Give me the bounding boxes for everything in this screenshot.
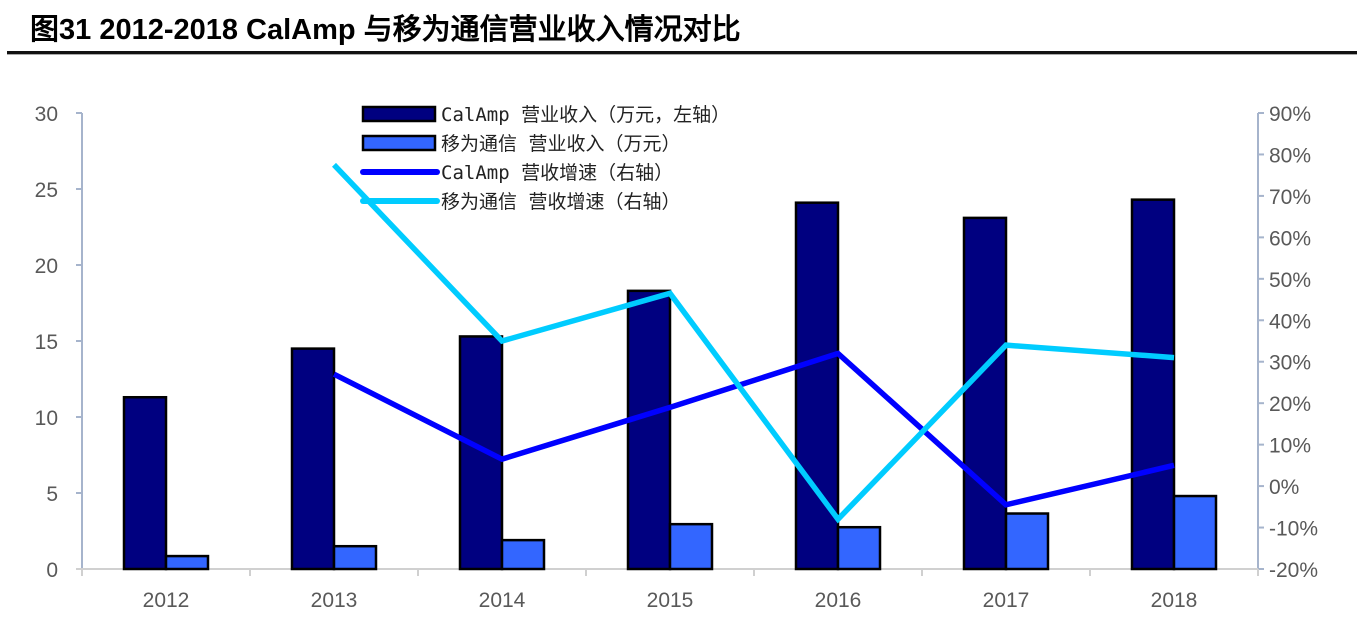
queclink-growth-line (332, 162, 1175, 524)
calamp-revenue-bar (1130, 198, 1176, 571)
queclink-revenue-bar (332, 544, 378, 571)
right-tick-label: 90% (1269, 103, 1311, 126)
x-tick-label: 2014 (479, 589, 526, 612)
calamp-revenue-bar (290, 347, 336, 571)
right-tick-label: -20% (1269, 559, 1318, 582)
right-tick-label: 60% (1269, 227, 1311, 250)
bar-series (122, 198, 1218, 571)
legend-calamp-revenue-label: CalAmp 营业收入（万元，左轴） (441, 104, 730, 126)
header-rule-shadow (7, 54, 1357, 55)
x-tick-label: 2018 (1151, 589, 1198, 612)
queclink-revenue-bar (164, 554, 210, 571)
figure-title: 图31 2012-2018 CalAmp 与移为通信营业收入情况对比 (30, 14, 741, 46)
calamp-revenue-bar (122, 395, 168, 571)
x-tick-label: 2012 (143, 589, 190, 612)
right-tick-label: 40% (1269, 310, 1311, 333)
queclink-revenue-bar (500, 538, 546, 571)
left-tick-label: 30 (35, 103, 58, 126)
calamp-revenue-bar (458, 335, 504, 571)
right-tick-label: 70% (1269, 186, 1311, 209)
chart-legend: CalAmp 营业收入（万元，左轴） 移为通信 营业收入（万元） CalAmp 营收… (360, 104, 730, 213)
queclink-revenue-bar (1172, 494, 1218, 571)
legend-queclink-growth-label: 移为通信 营收增速（右轴） (441, 191, 680, 213)
calamp-revenue-bar (626, 289, 672, 571)
right-tick-label: 30% (1269, 352, 1311, 375)
x-tick-label: 2013 (311, 589, 358, 612)
right-tick-label: 20% (1269, 393, 1311, 416)
x-tick-label: 2015 (647, 589, 694, 612)
queclink-revenue-bar (836, 525, 882, 571)
left-tick-label: 10 (35, 407, 58, 430)
legend-calamp-growth-label: CalAmp 营收增速（右轴） (441, 162, 673, 184)
right-tick-label: 0% (1269, 476, 1299, 499)
left-tick-label: 0 (46, 559, 58, 582)
left-tick-label: 25 (35, 179, 58, 202)
chart-axes: 0 5 10 15 20 25 30 -20% -10% 0% 10% 20% 30% 40% 50% 60%… (35, 103, 1318, 612)
line-series (332, 162, 1175, 524)
right-tick-label: 50% (1269, 269, 1311, 292)
legend-calamp-revenue-swatch (361, 105, 437, 123)
calamp-growth-line (332, 350, 1175, 508)
left-tick-label: 5 (46, 483, 58, 506)
calamp-revenue-bar (962, 216, 1008, 571)
x-tick-label: 2017 (983, 589, 1030, 612)
right-tick-label: 10% (1269, 435, 1311, 458)
legend-queclink-revenue-label: 移为通信 营业收入（万元） (441, 133, 680, 155)
queclink-revenue-bar (1004, 512, 1050, 571)
right-tick-label: -10% (1269, 518, 1318, 541)
left-tick-label: 15 (35, 331, 58, 354)
queclink-revenue-bar (668, 522, 714, 571)
left-tick-label: 20 (35, 255, 58, 278)
legend-queclink-revenue-swatch (361, 134, 437, 152)
header-rule (7, 51, 1357, 54)
right-tick-label: 80% (1269, 144, 1311, 167)
x-tick-label: 2016 (815, 589, 862, 612)
